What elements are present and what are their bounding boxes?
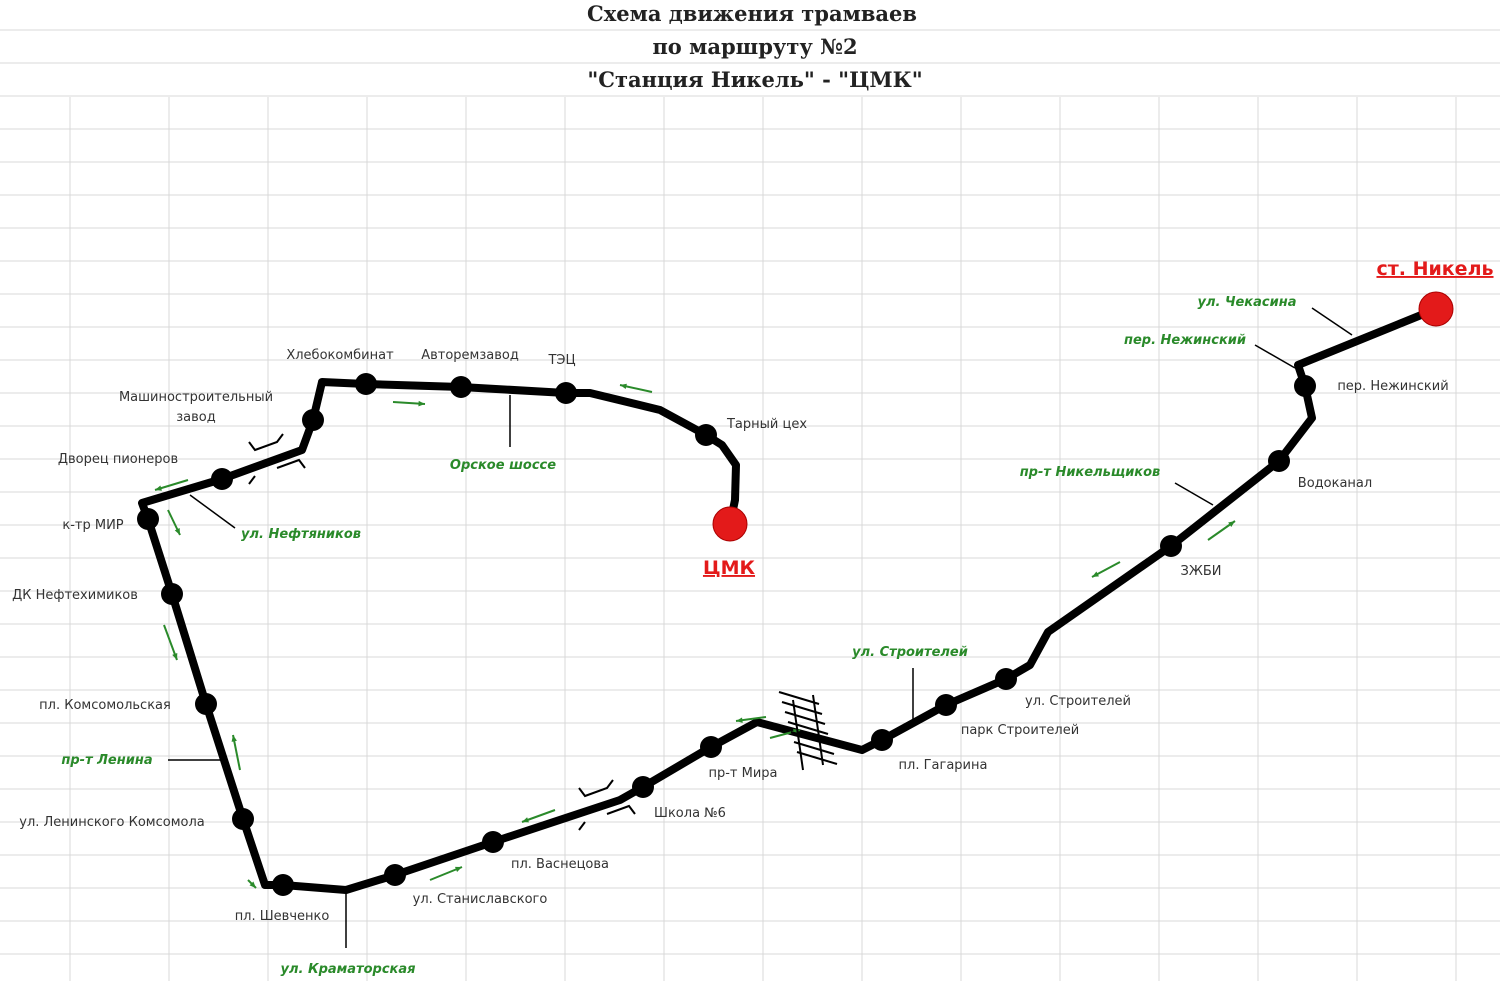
stop-dot bbox=[871, 729, 893, 751]
route-line bbox=[138, 305, 1438, 894]
terminal-dot bbox=[712, 506, 748, 542]
stop-dot bbox=[355, 373, 377, 395]
terminal-label: ст. Никель bbox=[1376, 258, 1493, 280]
rail-crossing bbox=[812, 694, 824, 766]
street-label: ул. Строителей bbox=[852, 645, 968, 660]
stop-dot bbox=[555, 382, 577, 404]
stop-label: Тарный цех bbox=[726, 417, 807, 432]
arrow-head bbox=[231, 735, 237, 742]
street-label: ул. Краматорская bbox=[281, 962, 416, 977]
rail-crossing bbox=[792, 699, 804, 771]
stop-dot bbox=[632, 776, 654, 798]
street-label: Орское шоссе bbox=[450, 458, 556, 473]
arrow-head bbox=[1092, 571, 1099, 577]
stop-label: завод bbox=[176, 410, 215, 425]
stop-label: ул. Станиславского bbox=[413, 892, 548, 907]
street-label: пр-т Никельщиков bbox=[1020, 465, 1161, 480]
stop-dot bbox=[700, 736, 722, 758]
street-label: пр-т Ленина bbox=[61, 753, 152, 768]
arrow-head bbox=[418, 400, 425, 407]
stop-label: парк Строителей bbox=[961, 723, 1079, 738]
leader-line bbox=[1174, 482, 1214, 506]
stop-dot bbox=[211, 468, 233, 490]
stop-label: ЗЖБИ bbox=[1181, 564, 1222, 579]
stop-dot bbox=[450, 376, 472, 398]
leader-line bbox=[1311, 307, 1353, 336]
stop-dot bbox=[1160, 535, 1182, 557]
stop-label: Водоканал bbox=[1298, 476, 1372, 491]
stop-label: ул. Ленинского Комсомола bbox=[19, 815, 205, 830]
bridge bbox=[578, 779, 636, 831]
stop-dot bbox=[195, 693, 217, 715]
street-label: ул. Чекасина bbox=[1198, 295, 1297, 310]
bridge bbox=[248, 433, 306, 485]
stop-dot bbox=[1268, 450, 1290, 472]
arrow-head bbox=[249, 881, 256, 888]
arrow-head bbox=[172, 653, 178, 660]
stop-dot bbox=[137, 508, 159, 530]
arrow-head bbox=[522, 817, 529, 823]
stop-dot bbox=[232, 808, 254, 830]
stop-dot bbox=[995, 668, 1017, 690]
arrow-head bbox=[455, 866, 462, 872]
stop-label: Хлебокомбинат bbox=[286, 348, 394, 363]
terminal-label: ЦМК bbox=[703, 557, 756, 579]
stop-label: ул. Строителей bbox=[1025, 694, 1131, 709]
rail-crossing bbox=[793, 741, 835, 755]
arrow-head bbox=[1228, 521, 1235, 527]
stop-label: ДК Нефтехимиков bbox=[12, 588, 138, 603]
arrow-head bbox=[620, 383, 627, 390]
stop-dot bbox=[272, 874, 294, 896]
stop-label: к-тр МИР bbox=[62, 518, 123, 533]
stop-label: Школа №6 bbox=[654, 806, 726, 821]
stop-dot bbox=[695, 424, 717, 446]
stop-dot bbox=[161, 583, 183, 605]
stop-label: пл. Комсомольская bbox=[39, 698, 171, 713]
stop-dot bbox=[1294, 375, 1316, 397]
stop-dot bbox=[482, 831, 504, 853]
stop-dot bbox=[935, 694, 957, 716]
stop-label: пер. Нежинский bbox=[1337, 379, 1448, 394]
leader-line bbox=[189, 494, 236, 529]
rail-crossing bbox=[778, 691, 820, 705]
street-label: ул. Нефтяников bbox=[241, 527, 361, 542]
arrow-head bbox=[174, 528, 180, 535]
stop-label: ТЭЦ bbox=[547, 353, 575, 368]
stop-label: Авторемзавод bbox=[421, 348, 519, 363]
stop-dot bbox=[384, 864, 406, 886]
stop-label: пл. Васнецова bbox=[511, 857, 609, 872]
title-line: Схема движения трамваев bbox=[587, 1, 917, 26]
leader-line bbox=[1254, 344, 1296, 369]
arrow-head bbox=[155, 485, 162, 491]
rail-crossing bbox=[796, 751, 838, 765]
rail-crossing bbox=[787, 721, 829, 735]
stop-label: пр-т Мира bbox=[708, 766, 777, 781]
stop-label: пл. Шевченко bbox=[235, 909, 330, 924]
arrow-head bbox=[736, 717, 743, 723]
title-line: "Станция Никель" - "ЦМК" bbox=[587, 67, 922, 92]
rail-crossing bbox=[784, 711, 826, 725]
stop-dot bbox=[302, 409, 324, 431]
grid bbox=[0, 29, 1500, 981]
street-label: пер. Нежинский bbox=[1124, 333, 1246, 348]
stop-label: Машиностроительный bbox=[119, 390, 273, 405]
terminal-dot bbox=[1418, 291, 1454, 327]
title-line: по маршруту №2 bbox=[652, 34, 857, 59]
stop-label: Дворец пионеров bbox=[58, 452, 178, 467]
stop-label: пл. Гагарина bbox=[899, 758, 988, 773]
